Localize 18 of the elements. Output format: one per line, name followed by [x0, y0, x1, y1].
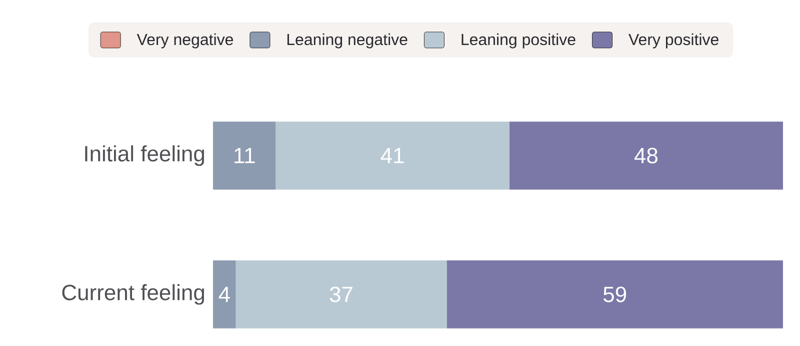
- bar: [276, 122, 510, 190]
- bar: [236, 260, 447, 328]
- bar: [213, 260, 236, 328]
- data-label: 59: [604, 286, 626, 302]
- y-tick-label: Initial feeling: [85, 145, 204, 166]
- data-label: 11: [234, 148, 255, 164]
- legend-label: Leaning positive: [462, 33, 576, 48]
- bar: [213, 122, 276, 190]
- data-label: 48: [634, 148, 658, 164]
- data-label: 4: [218, 286, 230, 302]
- data-label: 37: [330, 286, 352, 302]
- bar: [509, 122, 784, 190]
- legend-label: Leaning negative: [287, 33, 408, 48]
- legend-label: Very negative: [136, 33, 234, 48]
- bar: [446, 260, 784, 328]
- legend-label: Very positive: [628, 33, 718, 48]
- data-label: 41: [380, 148, 404, 164]
- y-tick-label: Current feeling: [62, 284, 204, 305]
